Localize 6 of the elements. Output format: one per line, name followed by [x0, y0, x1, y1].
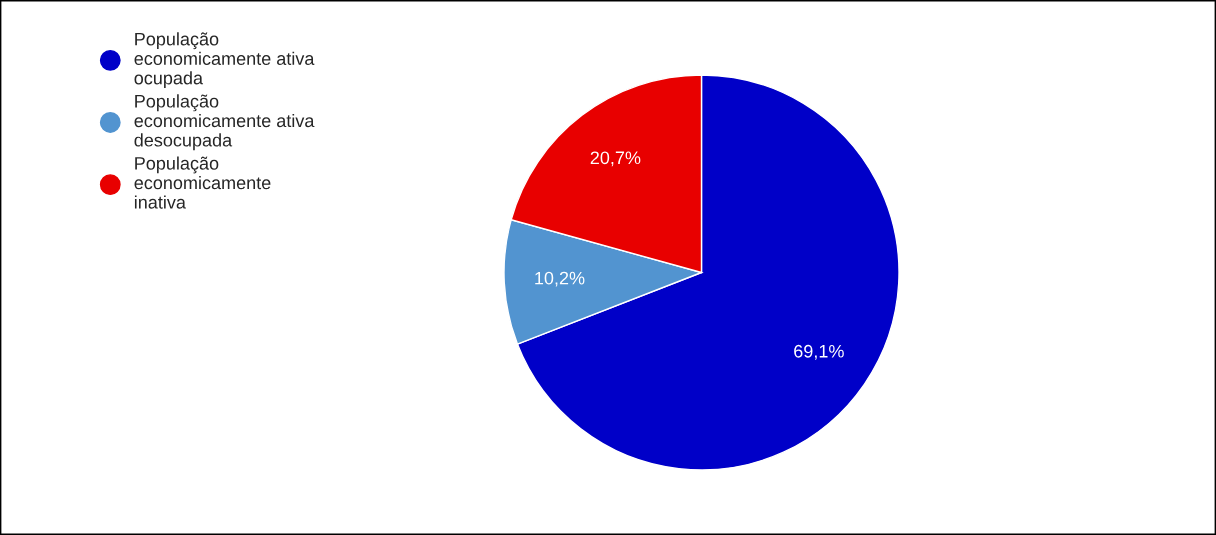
data-label: 20,7%: [590, 151, 641, 167]
data-label: 69,1%: [794, 344, 844, 360]
data-label: 10,2%: [535, 271, 585, 287]
legend-label: População economicamente ativa ocupada: [134, 32, 315, 89]
legend-label: População economicamente inativa: [134, 156, 271, 209]
legend-label: População economicamente ativa desocupada: [134, 94, 315, 151]
